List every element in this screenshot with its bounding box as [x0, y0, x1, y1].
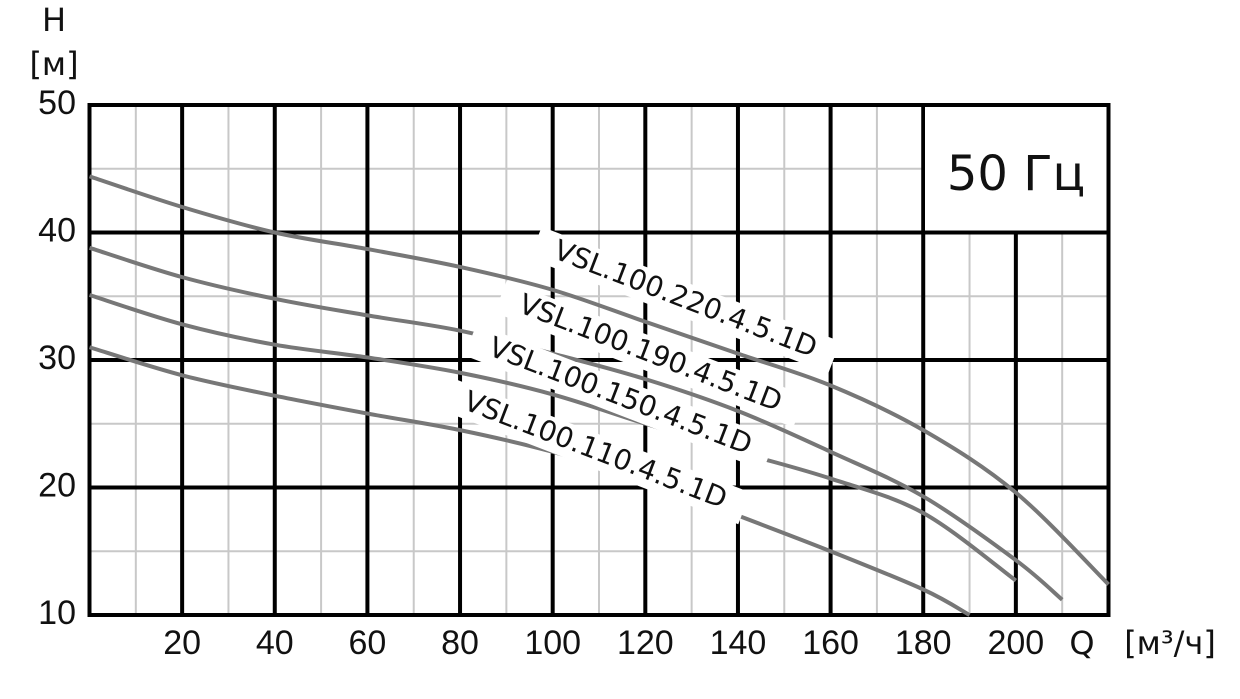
- x-tick-label: 120: [617, 624, 674, 662]
- x-axis-unit: [м³/ч]: [1124, 624, 1216, 662]
- curve: [88, 174, 1110, 586]
- curve: [88, 245, 1064, 602]
- y-tick-label: 10: [38, 594, 76, 632]
- y-tick-label: 20: [38, 466, 76, 504]
- x-tick-label: 60: [348, 624, 386, 662]
- y-tick-label: 50: [38, 84, 76, 122]
- curve-label-bg: [494, 280, 806, 428]
- x-axis-label: Q: [1069, 624, 1094, 662]
- x-tick-label: 200: [987, 624, 1044, 662]
- y-axis-unit: [м]: [29, 45, 78, 83]
- y-axis-label: H: [42, 1, 66, 39]
- curve-label-bg: [529, 226, 841, 374]
- curve-label-bg: [439, 377, 751, 525]
- curve: [88, 293, 1018, 583]
- x-tick-label: 100: [524, 624, 581, 662]
- y-tick-label: 40: [38, 211, 76, 249]
- x-tick-label: 20: [163, 624, 201, 662]
- curve-label-bg: [464, 323, 776, 471]
- annotation-box: [925, 107, 1107, 231]
- plot-frame: [87, 103, 1111, 617]
- x-tick-label: 80: [441, 624, 479, 662]
- x-tick-label: 40: [256, 624, 294, 662]
- annotation: 50 Гц: [947, 146, 1085, 202]
- x-tick-label: 160: [802, 624, 859, 662]
- x-tick-label: 140: [710, 624, 767, 662]
- x-tick-label: 180: [895, 624, 952, 662]
- y-tick-label: 30: [38, 339, 76, 377]
